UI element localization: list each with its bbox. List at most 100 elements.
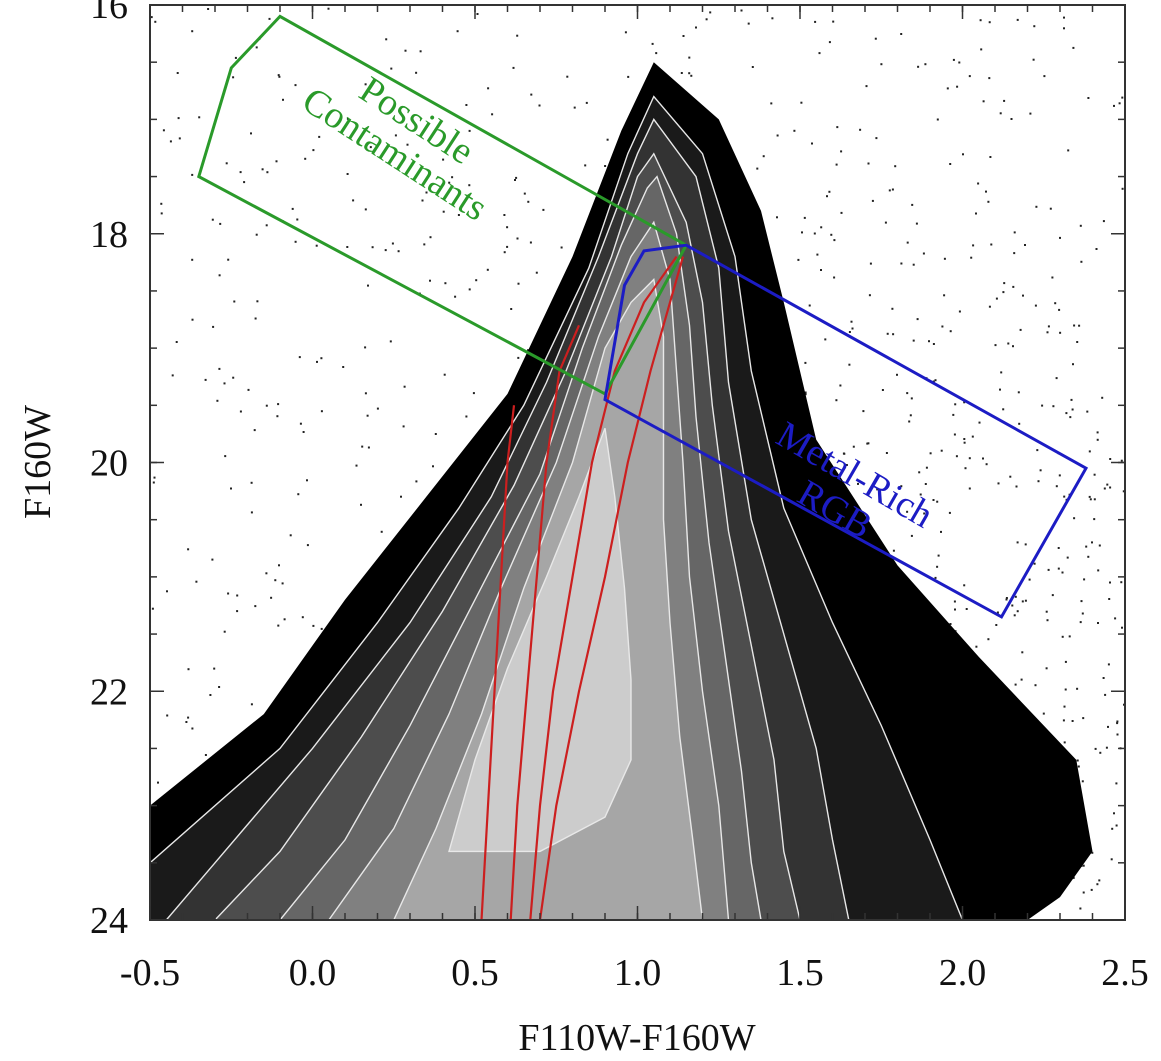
scatter-point	[1032, 58, 1035, 61]
scatter-point	[1101, 396, 1104, 399]
scatter-point	[195, 580, 198, 583]
scatter-point	[394, 134, 397, 137]
scatter-point	[1113, 104, 1115, 107]
scatter-point	[949, 623, 952, 625]
scatter-point	[1054, 302, 1057, 305]
scatter-point	[1080, 260, 1083, 263]
scatter-point	[1046, 331, 1049, 334]
scatter-point	[705, 18, 708, 21]
scatter-point	[923, 512, 926, 515]
scatter-point	[289, 534, 292, 537]
scatter-point	[852, 445, 855, 448]
scatter-point	[963, 441, 966, 444]
scatter-point	[867, 442, 870, 445]
scatter-point	[389, 340, 392, 343]
scatter-point	[1047, 568, 1050, 571]
scatter-point	[922, 252, 925, 255]
scatter-point	[1012, 345, 1014, 348]
scatter-point	[996, 611, 999, 614]
scatter-point	[835, 399, 838, 402]
scatter-point	[968, 487, 971, 490]
scatter-point	[1070, 398, 1073, 401]
scatter-point	[1017, 391, 1020, 394]
scatter-point	[804, 393, 807, 396]
scatter-point	[223, 630, 226, 633]
scatter-point	[943, 294, 946, 297]
scatter-point	[517, 356, 520, 359]
scatter-point	[316, 360, 318, 363]
scatter-point	[512, 66, 515, 69]
scatter-point	[529, 241, 532, 244]
scatter-point	[1079, 224, 1082, 227]
scatter-point	[169, 140, 172, 143]
scatter-point	[811, 142, 813, 145]
scatter-point	[987, 638, 990, 641]
scatter-point	[1087, 97, 1090, 99]
scatter-point	[1106, 483, 1109, 486]
scatter-point	[1109, 486, 1112, 489]
scatter-point	[275, 160, 278, 163]
scatter-point	[987, 200, 990, 203]
scatter-point	[255, 46, 258, 49]
scatter-point	[982, 100, 985, 103]
scatter-point	[968, 457, 971, 460]
scatter-point	[465, 415, 468, 418]
scatter-point	[940, 530, 942, 533]
scatter-point	[800, 101, 803, 104]
scatter-point	[270, 596, 273, 599]
scatter-point	[906, 510, 909, 513]
scatter-point	[266, 171, 269, 174]
scatter-point	[1007, 342, 1010, 345]
scatter-point	[972, 244, 975, 247]
scatter-point	[1058, 474, 1061, 477]
scatter-point	[162, 129, 165, 132]
scatter-point	[1076, 687, 1079, 690]
scatter-point	[941, 325, 944, 328]
scatter-point	[1087, 555, 1090, 558]
scatter-point	[919, 493, 922, 496]
scatter-point	[1043, 75, 1046, 78]
scatter-point	[1022, 294, 1024, 297]
scatter-point	[804, 361, 807, 364]
scatter-point	[254, 605, 257, 608]
scatter-point	[840, 150, 843, 153]
scatter-point	[442, 210, 445, 213]
scatter-point	[651, 42, 654, 45]
scatter-point	[369, 146, 372, 149]
scatter-point	[297, 493, 300, 496]
scatter-point	[476, 13, 479, 15]
scatter-point	[1061, 635, 1064, 638]
scatter-point	[776, 216, 778, 219]
scatter-point	[185, 721, 188, 723]
scatter-point	[804, 391, 807, 394]
scatter-point	[415, 71, 418, 74]
y-tick-label: 18	[90, 214, 128, 256]
scatter-point	[1035, 205, 1038, 208]
scatter-point	[364, 392, 367, 395]
scatter-point	[1033, 25, 1036, 28]
scatter-point	[573, 106, 576, 109]
scatter-point	[282, 98, 284, 101]
scatter-point	[866, 442, 869, 445]
scatter-point	[949, 330, 952, 333]
scatter-point	[833, 239, 836, 242]
scatter-point	[776, 134, 779, 137]
isochrone-line-4	[538, 256, 685, 920]
scatter-point	[219, 222, 222, 225]
scatter-point	[1013, 252, 1016, 255]
scatter-point	[429, 279, 431, 282]
scatter-point	[1015, 485, 1018, 488]
scatter-point	[830, 233, 833, 236]
scatter-point	[315, 244, 318, 247]
scatter-point	[934, 379, 937, 382]
scatter-point	[371, 246, 374, 249]
scatter-point	[1051, 594, 1054, 597]
scatter-point	[982, 457, 984, 460]
scatter-point	[977, 182, 980, 185]
scatter-point	[946, 87, 949, 90]
scatter-point	[1096, 431, 1099, 434]
scatter-point	[1091, 851, 1094, 854]
scatter-point	[1111, 827, 1114, 830]
scatter-point	[514, 179, 516, 181]
